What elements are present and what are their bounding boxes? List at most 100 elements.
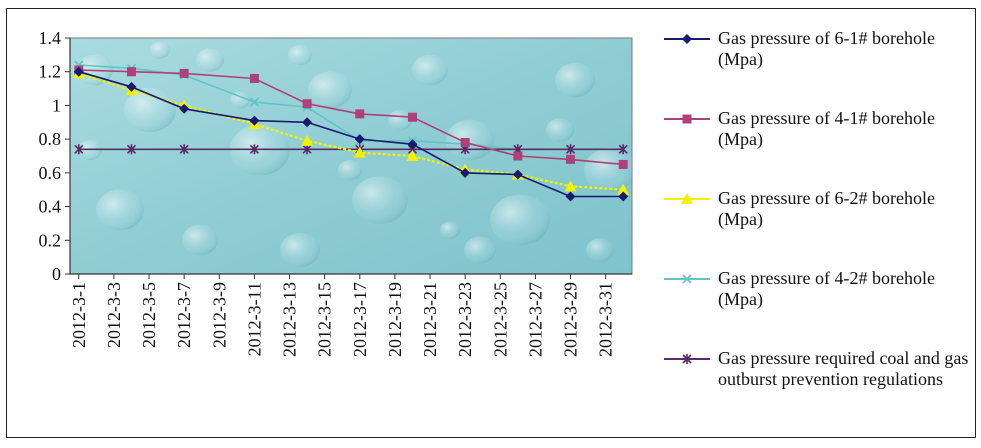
x-tick-label: 2012-3-25 (490, 282, 510, 357)
legend-item: Gas pressure of 4-2# borehole (Mpa) (662, 268, 978, 348)
data-point-square (618, 159, 628, 169)
y-tick-label: 0.8 (39, 129, 62, 149)
water-droplet (124, 87, 176, 133)
data-point-square (682, 114, 692, 124)
x-tick-label: 2012-3-29 (561, 282, 581, 357)
data-point-triangle (681, 193, 693, 204)
x-tick-label: 2012-3-3 (104, 282, 124, 348)
legend-symbol (664, 34, 710, 44)
data-point-diamond (512, 169, 523, 180)
x-tick-label: 2012-3-1 (69, 282, 89, 348)
data-point-star (179, 144, 189, 155)
x-tick-label: 2012-3-13 (280, 282, 300, 357)
x-tick-label: 2012-3-7 (174, 282, 194, 348)
legend-label: Gas pressure of 6-2# borehole (Mpa) (718, 188, 935, 229)
x-tick-label: 2012-3-23 (455, 282, 475, 357)
water-droplet (196, 48, 224, 72)
x-tick-label: 2012-3-19 (385, 282, 405, 357)
legend-symbol (664, 274, 710, 284)
data-point-square (355, 109, 365, 119)
water-droplet (338, 159, 362, 181)
y-tick-label: 0.6 (39, 163, 62, 183)
data-point-diamond (460, 167, 471, 178)
x-tick-label: 2012-3-9 (209, 282, 229, 348)
water-droplet (586, 238, 614, 262)
water-droplet (446, 119, 494, 161)
data-point-triangle (617, 183, 630, 195)
water-droplets-texture (77, 41, 632, 267)
water-droplet (490, 194, 550, 246)
water-droplet (412, 54, 448, 86)
water-droplet (464, 236, 496, 264)
legend-symbol (664, 193, 710, 204)
data-point-square (566, 154, 576, 164)
water-droplet (352, 176, 408, 224)
water-droplet (584, 147, 632, 193)
water-droplet (288, 44, 312, 66)
data-point-diamond (682, 34, 692, 44)
x-tick-label: 2012-3-5 (139, 282, 159, 348)
y-tick-label: 0.4 (39, 197, 62, 217)
legend: Gas pressure of 6-1# borehole (Mpa) Gas p… (662, 28, 978, 448)
x-tick-label: 2012-3-11 (244, 282, 264, 356)
data-point-square (126, 67, 136, 77)
legend-label: Gas pressure of 4-2# borehole (Mpa) (718, 268, 935, 309)
legend-symbol (664, 354, 710, 364)
legend-label: Gas pressure required coal and gas outbu… (718, 348, 969, 389)
x-tick-label: 2012-3-15 (315, 282, 335, 357)
y-tick-label: 1.4 (39, 28, 62, 48)
data-point-triangle (406, 150, 419, 161)
chart-frame (6, 8, 976, 438)
data-point-star (74, 144, 84, 155)
x-tick-label: 2012-3-27 (525, 282, 545, 357)
data-point-star (618, 144, 628, 155)
data-point-triangle (353, 146, 366, 158)
legend-symbol (664, 114, 710, 124)
water-droplet (96, 189, 144, 231)
legend-label: Gas pressure of 6-1# borehole (Mpa) (718, 28, 935, 69)
water-droplet (546, 118, 574, 142)
data-point-diamond (302, 117, 313, 128)
data-point-diamond (249, 115, 260, 126)
data-point-diamond (73, 66, 84, 77)
water-droplet (280, 233, 320, 267)
y-tick-label: 1.2 (39, 62, 62, 82)
series-layer (72, 60, 630, 202)
data-point-square (407, 112, 417, 122)
tick-labels: 0 0.2 0.4 0.6 0.8 1 1.2 1.4 2012-3-1 2012-3-3 2012… (39, 28, 616, 357)
data-point-star (302, 144, 312, 155)
axes (65, 37, 632, 279)
water-droplet (230, 91, 250, 109)
data-point-star (249, 144, 259, 155)
water-droplet (182, 224, 218, 256)
data-point-triangle (301, 134, 314, 146)
data-point-star (682, 354, 692, 364)
data-point-square (460, 138, 470, 148)
data-point-square (302, 99, 312, 109)
data-point-diamond (618, 191, 629, 202)
water-droplet (555, 63, 595, 97)
water-droplet (150, 41, 170, 59)
legend-item: Gas pressure of 6-2# borehole (Mpa) (662, 188, 978, 268)
plot-background (69, 37, 633, 275)
data-point-diamond (407, 139, 418, 150)
data-point-diamond (354, 134, 365, 145)
data-point-x (682, 274, 692, 284)
data-point-x (249, 97, 260, 107)
data-point-square (513, 151, 523, 161)
data-point-triangle (564, 180, 577, 192)
legend-item: Gas pressure of 4-1# borehole (Mpa) (662, 108, 978, 188)
series-1 (73, 66, 629, 202)
data-point-square (179, 68, 189, 78)
x-tick-label: 2012-3-17 (350, 282, 370, 357)
water-droplet (388, 109, 412, 131)
legend-item: Gas pressure required coal and gas outbu… (662, 348, 978, 448)
y-tick-label: 1 (52, 95, 61, 115)
data-point-star (126, 144, 137, 155)
x-tick-label: 2012-3-21 (420, 282, 440, 357)
data-point-diamond (126, 81, 137, 92)
legend-item: Gas pressure of 6-1# borehole (Mpa) (662, 28, 978, 108)
y-tick-label: 0.2 (39, 230, 62, 250)
data-point-diamond (179, 103, 190, 114)
